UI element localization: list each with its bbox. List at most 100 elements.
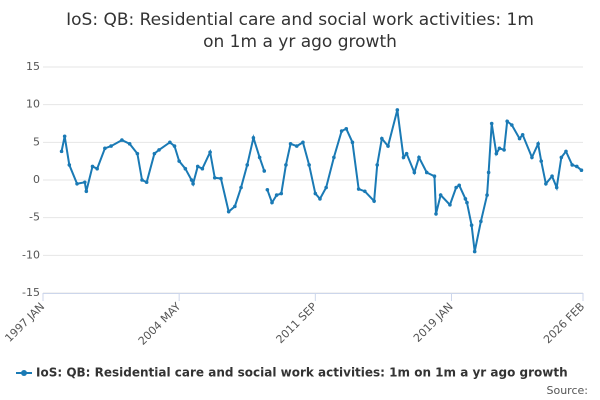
point [472,249,477,254]
point [432,174,437,179]
point [380,136,384,141]
point [497,146,502,151]
y-tick-label: 5 [33,135,40,148]
point [233,204,237,209]
point [127,142,132,146]
point [550,174,554,179]
point [570,163,574,167]
point [219,176,223,181]
point [288,142,293,146]
point [82,180,87,185]
y-tick-label: -15 [22,286,40,299]
point [274,193,279,197]
point [479,219,483,224]
point [579,168,584,173]
point [195,164,200,169]
point [177,159,181,163]
point [502,148,506,152]
point [485,193,489,197]
point [454,185,458,190]
point [191,181,195,186]
point [84,189,89,194]
point [438,193,443,197]
point [417,155,421,160]
point [157,148,161,152]
point [386,144,390,148]
y-tick-label: 10 [26,98,40,111]
point [559,155,564,160]
x-tick-label: 2019 JAN [411,300,456,345]
point [375,163,380,167]
point [489,121,494,126]
point [284,163,288,167]
point [554,185,559,190]
point [103,146,107,151]
point [448,203,452,207]
point [412,170,417,175]
point [226,209,231,214]
point [144,180,149,185]
point [212,175,217,180]
point [530,155,534,160]
point [189,178,194,182]
point [301,140,305,145]
point [135,151,140,156]
point [510,123,514,127]
point [517,136,522,141]
point [544,181,548,186]
point [183,166,188,171]
point [168,140,172,145]
x-tick-label: 2004 MAY [136,300,184,348]
point [318,197,322,201]
x-tick-label: 2026 FEB [541,300,587,346]
point [62,134,67,139]
point [350,140,355,145]
point [239,185,243,190]
point [457,183,462,188]
point [265,187,270,192]
point [494,151,499,156]
x-tick-label: 2011 SEP [274,300,320,346]
point [109,144,113,148]
y-tick-label: 0 [33,173,40,186]
point [257,155,262,160]
chart-title: IoS: QB: Residential care and social wor… [66,10,534,52]
point [520,133,525,137]
point [208,150,212,154]
point [469,223,474,227]
point [245,163,250,167]
point [575,164,579,169]
point [59,149,64,154]
point [324,185,328,190]
point [395,108,400,112]
point [401,155,406,160]
point [251,136,256,140]
point [294,144,299,148]
point [152,151,157,156]
point [120,138,124,142]
y-tick-label: -5 [29,211,40,224]
point [172,144,177,148]
source: Source: [547,384,589,397]
point [486,170,491,175]
point [67,163,72,167]
series-line [60,109,583,252]
point [262,169,267,173]
point [356,187,361,191]
point [313,191,318,196]
point [434,212,438,216]
x-tick-label: 1997 JAN [2,300,47,345]
point [270,200,274,205]
point [372,199,376,203]
point [90,164,95,169]
point [363,189,367,194]
legend-marker [21,370,27,376]
point [404,151,409,156]
point [332,155,336,160]
y-tick-label: -10 [22,248,40,261]
point [344,126,349,131]
point [463,197,468,201]
point [95,166,99,171]
point [200,166,205,171]
